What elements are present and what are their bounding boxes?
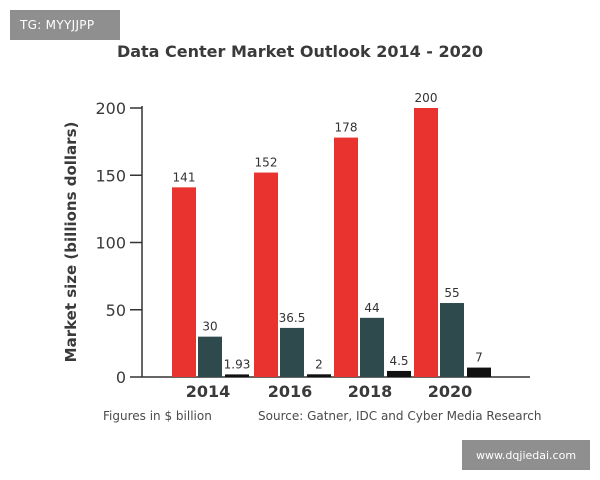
data-label-2020-s1: 200 bbox=[415, 91, 438, 105]
data-label-2016-s3: 2 bbox=[315, 357, 323, 371]
bar-2016-s2 bbox=[280, 327, 304, 377]
data-label-2014-s1: 141 bbox=[173, 170, 196, 184]
y-tick-label: 150 bbox=[95, 166, 126, 185]
bar-2018-s3 bbox=[387, 370, 411, 377]
y-axis-label: Market size (billions dollars) bbox=[62, 122, 80, 363]
x-tick-label: 2014 bbox=[186, 382, 231, 401]
data-label-2018-s3: 4.5 bbox=[389, 354, 408, 368]
bar-2014-s1 bbox=[172, 187, 196, 377]
y-tick-label: 100 bbox=[95, 234, 126, 253]
x-tick-label: 2016 bbox=[268, 382, 313, 401]
bar-2014-s2 bbox=[198, 336, 222, 377]
chart-title: Data Center Market Outlook 2014 - 2020 bbox=[116, 42, 484, 61]
data-label-2016-s2: 36.5 bbox=[279, 311, 306, 325]
y-tick-label: 200 bbox=[95, 99, 126, 118]
tag-watermark: TG: MYYJJPP bbox=[10, 10, 120, 40]
x-tick-label: 2020 bbox=[428, 382, 473, 401]
x-tick-label: 2018 bbox=[348, 382, 393, 401]
data-label-2018-s2: 44 bbox=[364, 301, 379, 315]
bar-2018-s2 bbox=[360, 317, 384, 377]
footnote-units: Figures in $ billion bbox=[103, 409, 212, 423]
bar-2020-s2 bbox=[440, 303, 464, 377]
bar-2014-s3 bbox=[225, 374, 249, 377]
bar-2016-s1 bbox=[254, 172, 278, 377]
data-label-2016-s1: 152 bbox=[255, 156, 278, 170]
bar-2020-s1 bbox=[414, 108, 438, 377]
url-watermark: www.dqjiedai.com bbox=[462, 440, 590, 470]
data-label-2014-s2: 30 bbox=[202, 320, 217, 334]
bar-2016-s3 bbox=[307, 374, 331, 377]
data-label-2020-s2: 55 bbox=[444, 286, 459, 300]
footnote-source: Source: Gatner, IDC and Cyber Media Rese… bbox=[258, 409, 542, 423]
data-label-2020-s3: 7 bbox=[475, 351, 483, 365]
data-label-2018-s1: 178 bbox=[335, 121, 358, 135]
bar-2018-s1 bbox=[334, 137, 358, 377]
y-tick-label: 0 bbox=[116, 368, 126, 387]
y-tick-label: 50 bbox=[106, 301, 126, 320]
data-label-2014-s3: 1.93 bbox=[224, 357, 251, 371]
bar-2020-s3 bbox=[467, 367, 491, 377]
